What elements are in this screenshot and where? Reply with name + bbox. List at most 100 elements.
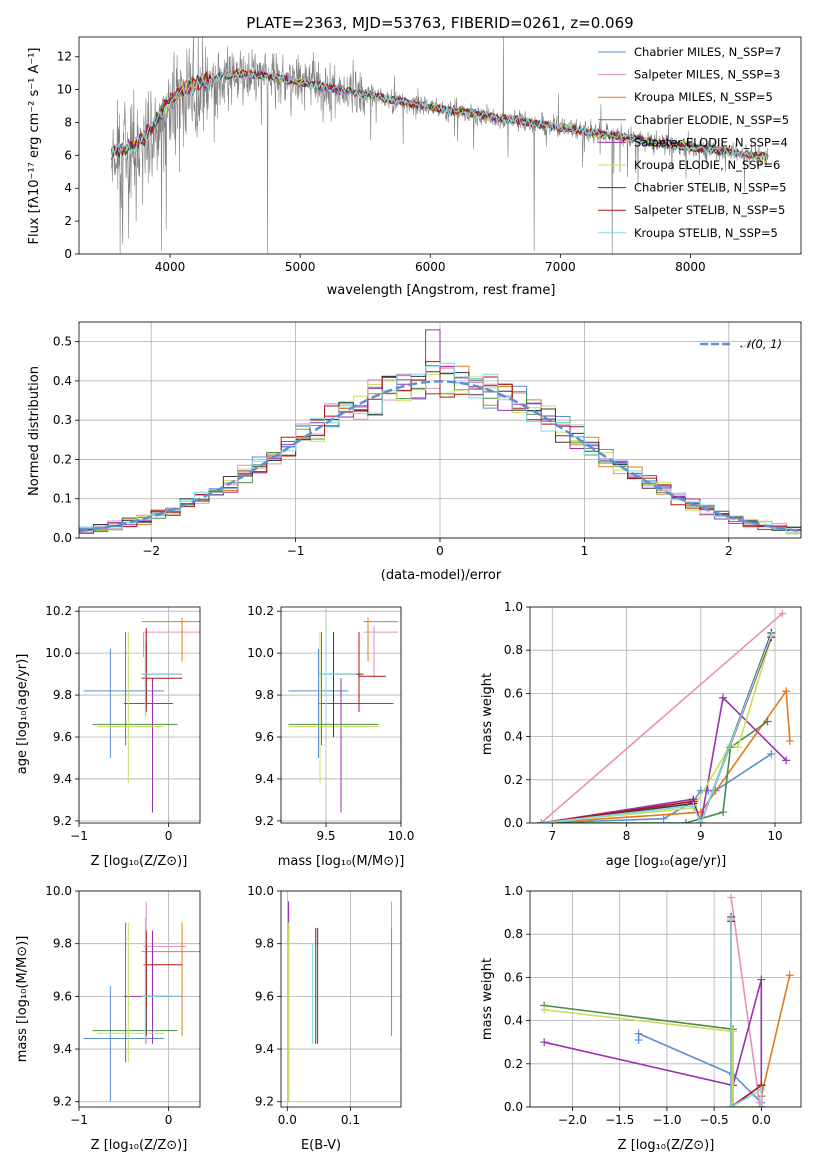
series-line bbox=[541, 753, 772, 823]
histogram-8 bbox=[79, 361, 801, 534]
data-point-2 bbox=[363, 625, 398, 679]
axes-frame bbox=[78, 606, 201, 824]
x-tick-label: 2 bbox=[725, 544, 733, 558]
x-tick-label: 8000 bbox=[675, 260, 706, 274]
series-marker bbox=[689, 801, 698, 810]
x-tick-label: −0.5 bbox=[700, 1113, 729, 1127]
spectrum-ylabel: Flux [fλ10⁻¹⁷ erg cm⁻² s⁻¹ A⁻¹] bbox=[27, 48, 42, 245]
x-tick-label: 1 bbox=[581, 544, 589, 558]
x-tick-label: 7 bbox=[548, 829, 556, 843]
plot-area bbox=[79, 329, 801, 535]
y-tick-label: 9.6 bbox=[53, 989, 72, 1003]
legend-label-3: Kroupa MILES, N_SSP=5 bbox=[634, 90, 773, 104]
plot-area bbox=[288, 617, 398, 813]
y-tick-label: 0.6 bbox=[504, 970, 523, 984]
y-tick-label: 9.2 bbox=[53, 1095, 72, 1109]
grid bbox=[281, 890, 401, 1107]
y-tick-label: 9.6 bbox=[53, 730, 72, 744]
y-tick-label: 0.8 bbox=[504, 643, 523, 657]
series-marker bbox=[782, 756, 791, 765]
series-marker bbox=[727, 915, 736, 924]
series-marker bbox=[537, 819, 546, 823]
spectrum-panel: 4000 5000 6000 7000 8000 0 2 4 6 8 10 12 Chabrier MI… bbox=[57, 36, 802, 274]
x-tick-label: 0.1 bbox=[341, 1113, 360, 1127]
plot-area bbox=[540, 893, 794, 1107]
series-marker bbox=[540, 1005, 549, 1014]
y-tick-label: 4 bbox=[64, 181, 72, 195]
data-point-3 bbox=[141, 617, 200, 662]
data-point-7 bbox=[141, 943, 183, 1036]
x-tick-label: 6000 bbox=[415, 260, 446, 274]
residual-histogram-panel: −2 −1 0 1 2 0.0 0.1 0.2 0.3 0.4 0.5 𝒩(0, 1) bbox=[53, 321, 802, 558]
age-vs-mass-panel: 9.5 10.0 9.2 9.4 9.6 9.8 10.0 10.2 bbox=[247, 604, 414, 843]
grid bbox=[530, 890, 801, 1108]
series-line bbox=[760, 975, 791, 1107]
mass-z-xlabel: Z [log₁₀(Z/Z⊙)] bbox=[91, 1138, 188, 1153]
series-marker bbox=[767, 631, 776, 640]
series-marker bbox=[704, 786, 713, 795]
data-point-6 bbox=[96, 632, 165, 784]
y-tick-label: 10.2 bbox=[247, 604, 274, 618]
x-tick-label: 8 bbox=[623, 829, 631, 843]
y-tick-label: 0.3 bbox=[53, 413, 72, 427]
y-tick-label: 9.8 bbox=[53, 688, 72, 702]
series-marker bbox=[778, 609, 787, 618]
axes-frame bbox=[529, 606, 802, 824]
legend-label-2: Salpeter MILES, N_SSP=3 bbox=[634, 68, 780, 82]
series-marker bbox=[659, 814, 668, 823]
data-point-3 bbox=[363, 617, 398, 662]
legend-label-1: Chabrier MILES, N_SSP=7 bbox=[634, 45, 781, 59]
axis-ticks: −1 0 9.2 9.4 9.6 9.8 10.0 bbox=[45, 884, 172, 1127]
series-9 bbox=[727, 915, 766, 1107]
mw-age-xlabel: age [log₁₀(age/yr)] bbox=[606, 854, 727, 869]
data-point-4 bbox=[92, 632, 178, 746]
series-marker bbox=[729, 1103, 738, 1107]
y-tick-label: 0.2 bbox=[504, 1057, 523, 1071]
series-marker bbox=[681, 819, 690, 823]
data-point-9 bbox=[141, 917, 183, 1044]
series-marker bbox=[540, 1038, 549, 1047]
axis-ticks: 9.5 10.0 9.2 9.4 9.6 9.8 10.0 10.2 bbox=[247, 604, 414, 843]
data-point-5 bbox=[123, 930, 174, 1044]
x-tick-label: −1 bbox=[70, 829, 88, 843]
model-spectrum-8 bbox=[111, 68, 768, 160]
data-point-1 bbox=[83, 648, 165, 758]
axes-frame bbox=[78, 36, 802, 255]
legend-label-6: Kroupa ELODIE, N_SSP=6 bbox=[634, 158, 780, 172]
y-tick-label: 9.2 bbox=[255, 814, 274, 828]
y-tick-label: 0.0 bbox=[504, 816, 523, 830]
plot-area bbox=[288, 901, 393, 1102]
y-tick-label: 9.4 bbox=[255, 1042, 274, 1056]
data-point-4 bbox=[92, 922, 178, 1063]
y-tick-label: 10.0 bbox=[247, 884, 274, 898]
legend-label-9: Kroupa STELIB, N_SSP=5 bbox=[634, 226, 778, 240]
mw-age-ylabel: mass weight bbox=[480, 673, 495, 755]
series-marker bbox=[763, 717, 772, 726]
axis-ticks: −2 −1 0 1 2 0.0 0.1 0.2 0.3 0.4 0.5 bbox=[53, 335, 733, 558]
data-point-5 bbox=[123, 678, 174, 813]
mass-ebv-xlabel: E(B-V) bbox=[301, 1138, 341, 1153]
axis-ticks: −2.0 −1.5 −1.0 −0.5 0.0 0.0 0.2 0.4 0.6 0.8 1.0 bbox=[504, 884, 771, 1127]
y-tick-label: 0.5 bbox=[53, 335, 72, 349]
y-tick-label: 9.4 bbox=[53, 1042, 72, 1056]
series-7 bbox=[537, 628, 776, 823]
x-tick-label: 0 bbox=[165, 1113, 173, 1127]
x-tick-label: 10.0 bbox=[388, 829, 415, 843]
axis-ticks: −1 0 9.2 9.4 9.6 9.8 10.0 10.2 bbox=[45, 604, 172, 843]
data-point-8 bbox=[358, 632, 386, 712]
histogram-ylabel: Normed distribution bbox=[27, 366, 42, 496]
y-tick-label: 0.0 bbox=[53, 531, 72, 545]
gauss-legend-label: 𝒩(0, 1) bbox=[740, 337, 782, 351]
series-line bbox=[730, 919, 763, 1107]
y-tick-label: 0.4 bbox=[53, 374, 72, 388]
series-marker bbox=[696, 819, 705, 823]
y-tick-label: 0.2 bbox=[53, 452, 72, 466]
y-tick-label: 2 bbox=[64, 214, 72, 228]
series-marker bbox=[719, 693, 728, 702]
y-tick-label: 0.0 bbox=[504, 1100, 523, 1114]
age-z-xlabel: Z [log₁₀(Z/Z⊙)] bbox=[91, 854, 188, 869]
mass-vs-z-panel: −1 0 9.2 9.4 9.6 9.8 10.0 bbox=[45, 884, 201, 1127]
y-tick-label: 9.8 bbox=[53, 937, 72, 951]
age-vs-z-panel: −1 0 9.2 9.4 9.6 9.8 10.0 10.2 bbox=[45, 604, 201, 843]
